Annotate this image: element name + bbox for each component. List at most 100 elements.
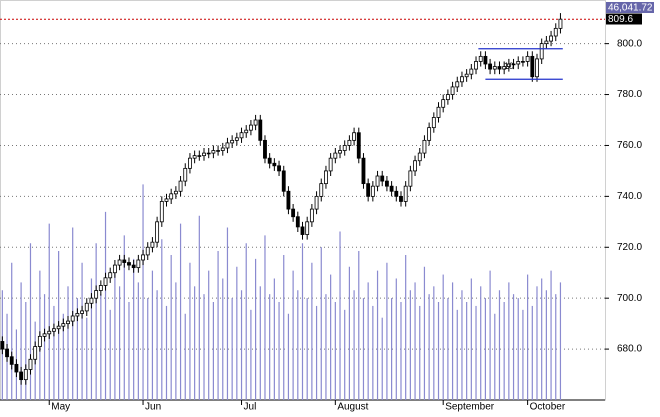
candle-body [413,160,417,172]
candle-body [394,190,399,197]
candle-body [521,61,525,63]
candle-body [366,183,371,197]
candle-body [37,335,42,347]
candle-body [356,132,361,159]
candle-body [239,132,244,139]
candle-body [220,147,225,151]
candle-body [295,216,300,228]
candle-body [244,129,249,134]
candle-body [117,259,122,266]
candle-body [338,150,342,154]
y-tick-label: 720.0 [617,242,642,253]
candle-body [314,195,319,210]
price-label-box [606,13,642,25]
candle-body [460,76,464,83]
candle-body [89,297,94,304]
candle-body [178,180,183,192]
y-tick-label: 740.0 [617,191,642,202]
candle-body [188,157,192,169]
candle-body [47,330,52,335]
candle-body [347,139,352,146]
candle-body [234,137,239,141]
candle-body [469,68,474,75]
candle-body [478,55,483,62]
candle-body [544,40,549,45]
volume-label-box [606,2,654,13]
candle-body [216,150,221,152]
candle-body [455,81,460,88]
x-tick-label: Jun [145,402,161,412]
candle-body [169,193,174,200]
candle-body [127,262,131,266]
candle-body [539,43,544,60]
candle-body [61,323,66,327]
y-tick-label: 680.0 [617,344,642,355]
candle-body [173,190,178,195]
candle-body [375,175,380,187]
candle-body [206,152,211,155]
candle-body [267,157,272,164]
candle-body [131,264,136,269]
candle-body [431,117,436,129]
candle-body [197,155,202,157]
candle-body [70,315,75,322]
candle-body [0,341,5,350]
candle-body [122,259,127,263]
y-tick-label: 800.0 [617,38,642,49]
candle-body [342,145,347,151]
candle-body [399,195,403,202]
x-tick-label: August [337,402,368,412]
y-tick-label: 780.0 [617,89,642,100]
candle-body [9,356,14,365]
candle-body [277,165,281,172]
candle-body [408,170,413,187]
candle-body [384,180,389,187]
candle-body [389,185,394,192]
x-tick-label: October [530,402,566,412]
candle-body [300,226,305,235]
candle-body [136,259,141,269]
y-tick-label: 700.0 [617,293,642,304]
candle-body [19,371,24,381]
candle-body [211,150,216,154]
candle-body [291,208,296,218]
candle-body [445,94,450,101]
candle-body [98,285,103,291]
candle-body [474,61,478,70]
candle-body [145,246,150,256]
candle-body [530,55,535,78]
candle-body [370,185,375,197]
candle-body [380,175,385,182]
candle-body [535,58,539,78]
candle-body [84,302,89,312]
candle-body [309,208,314,223]
candle-body [5,348,9,358]
candle-body [324,170,328,185]
x-tick-label: Jul [244,402,257,412]
candle-body [483,55,488,65]
x-tick-label: September [445,402,495,412]
candle-body [103,277,108,286]
candle-body [192,155,197,159]
candle-body [33,346,38,360]
candle-body [361,157,366,185]
candle-body [230,139,235,144]
candle-body [281,170,286,192]
candle-body [28,358,33,370]
candle-body [56,325,61,330]
candle-body [403,185,408,202]
candle-body [497,66,502,70]
candle-body [422,139,427,154]
candle-body [464,73,469,78]
candle-body [286,190,291,210]
candle-body [511,63,516,66]
candle-body [525,55,530,62]
candle-body [263,139,267,159]
candle-body [488,63,493,70]
candle-body [319,183,324,197]
y-tick-label: 760.0 [617,140,642,151]
candle-body [352,132,357,141]
candle-body [112,264,117,274]
candle-body [164,198,169,202]
